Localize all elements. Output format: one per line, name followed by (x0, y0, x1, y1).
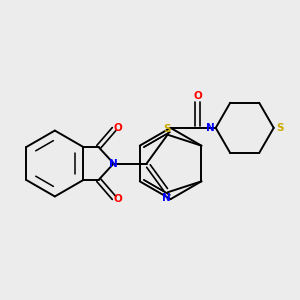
Text: O: O (114, 194, 123, 204)
Text: O: O (114, 123, 123, 133)
Text: O: O (193, 91, 202, 101)
Text: N: N (206, 123, 214, 133)
Text: S: S (163, 124, 170, 134)
Text: N: N (109, 158, 118, 169)
Text: N: N (162, 193, 170, 203)
Text: S: S (276, 123, 284, 133)
